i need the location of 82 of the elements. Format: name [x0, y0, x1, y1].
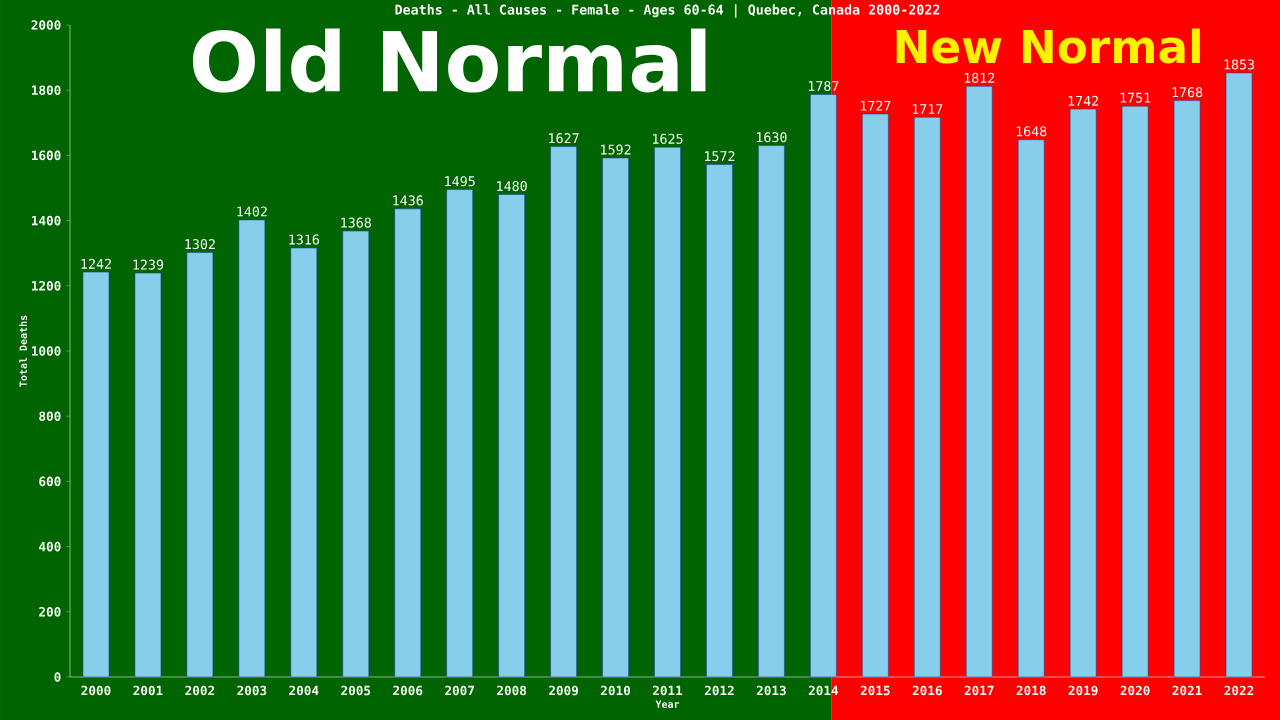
x-tick-label: 2021 [1172, 685, 1202, 696]
y-tick-label: 1200 [31, 280, 61, 291]
data-label: 1436 [393, 195, 423, 206]
y-tick-label: 1600 [31, 150, 61, 161]
data-label: 1853 [1224, 59, 1255, 70]
data-label: 1592 [601, 144, 631, 155]
x-tick-label: 2003 [237, 685, 267, 696]
x-tick-label: 2008 [497, 685, 527, 696]
x-tick-label: 2000 [81, 685, 111, 696]
x-tick-label: 2013 [756, 685, 786, 696]
bar [238, 219, 266, 678]
x-tick-label: 2001 [133, 685, 163, 696]
y-tick-label: 1000 [31, 346, 61, 356]
bar [1121, 105, 1149, 678]
bar [602, 157, 629, 678]
data-label: 1368 [341, 217, 371, 228]
x-tick-label: 2011 [652, 685, 683, 696]
data-label: 1572 [705, 151, 735, 162]
y-axis-title: Total Deaths [19, 315, 27, 387]
x-tick-label: 2019 [1068, 685, 1098, 696]
data-label: 1751 [1120, 92, 1151, 103]
data-label: 1627 [549, 133, 579, 144]
x-tick-label: 2015 [860, 685, 890, 696]
x-tick-label: 2002 [185, 685, 215, 696]
x-tick-label: 2016 [912, 685, 942, 696]
bar [914, 116, 941, 678]
data-label: 1316 [289, 234, 320, 245]
data-label: 1480 [497, 181, 527, 192]
bar [82, 271, 110, 678]
bar [446, 189, 473, 678]
y-tick-label: 200 [39, 606, 61, 617]
bar [1173, 100, 1201, 678]
data-label: 1630 [756, 132, 787, 143]
x-tick-label: 2009 [549, 685, 579, 696]
bar [965, 86, 993, 678]
x-tick-label: 2012 [704, 685, 734, 696]
bar [550, 146, 577, 678]
x-axis-title: Year [655, 700, 680, 708]
bar [134, 272, 162, 678]
y-tick-label: 400 [39, 541, 61, 552]
band-label: New Normal [896, 28, 1200, 64]
bar [862, 113, 889, 678]
bar [810, 94, 837, 678]
y-tick-label: 600 [39, 476, 61, 487]
x-tick-label: 2010 [601, 685, 631, 696]
x-tick-label: 2018 [1016, 685, 1046, 696]
x-tick-label: 2007 [445, 685, 474, 696]
y-tick-label: 1400 [31, 215, 61, 226]
data-label: 1768 [1172, 87, 1203, 98]
data-label: 1717 [912, 104, 943, 114]
data-label: 1727 [860, 100, 891, 111]
data-label: 1402 [237, 206, 267, 217]
data-label: 1625 [653, 133, 683, 144]
data-label: 1495 [445, 176, 475, 187]
x-tick-label: 2006 [393, 685, 423, 696]
bar [654, 146, 681, 678]
y-tick-label: 1800 [31, 85, 61, 95]
bar [186, 252, 214, 678]
data-label: 1302 [185, 239, 215, 250]
y-tick-label: 0 [54, 672, 61, 682]
x-tick-label: 2020 [1120, 685, 1150, 696]
bar [706, 164, 733, 678]
bar [1017, 139, 1045, 678]
bar [394, 208, 421, 678]
bar [1069, 108, 1097, 678]
y-tick-label: 800 [39, 411, 61, 421]
bar [342, 230, 370, 678]
data-label: 1742 [1068, 95, 1099, 106]
bar [1225, 72, 1253, 678]
x-tick-label: 2004 [289, 685, 319, 696]
bar [498, 194, 525, 678]
data-label: 1648 [1016, 126, 1047, 137]
band-label: Old Normal [192, 28, 706, 93]
bar [290, 247, 318, 678]
x-tick-label: 2017 [964, 685, 994, 696]
bar [758, 145, 785, 678]
y-tick-label: 2000 [31, 20, 61, 30]
data-label: 1239 [133, 259, 164, 270]
data-label: 1812 [964, 72, 995, 83]
x-tick-label: 2005 [341, 685, 371, 696]
data-label: 1242 [81, 258, 111, 269]
x-tick-label: 2022 [1224, 685, 1254, 696]
